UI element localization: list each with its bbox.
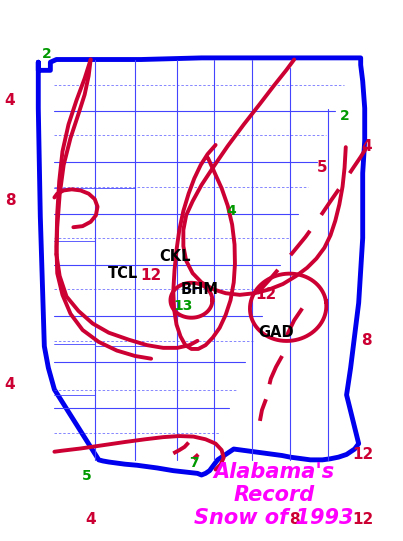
- Text: 8: 8: [361, 333, 372, 348]
- Text: TCL: TCL: [108, 266, 138, 281]
- Text: 7: 7: [189, 456, 198, 470]
- Text: CKL: CKL: [160, 249, 191, 265]
- Text: GAD: GAD: [258, 325, 294, 340]
- Text: 8: 8: [5, 193, 15, 208]
- Text: 2: 2: [340, 109, 349, 123]
- Text: 12: 12: [141, 268, 162, 283]
- Text: BHM: BHM: [181, 282, 218, 297]
- Text: 12: 12: [352, 512, 373, 527]
- Text: 13: 13: [174, 299, 193, 313]
- Text: 5: 5: [317, 160, 328, 175]
- Text: 4: 4: [361, 138, 372, 154]
- Text: 4: 4: [5, 93, 15, 108]
- Text: 12: 12: [256, 287, 276, 302]
- Text: 5: 5: [82, 469, 91, 483]
- Text: 4: 4: [5, 377, 15, 392]
- Text: 4: 4: [85, 512, 96, 527]
- Text: 12: 12: [352, 447, 373, 462]
- Text: 4: 4: [227, 204, 237, 218]
- Text: 8: 8: [289, 512, 299, 527]
- Text: 2: 2: [42, 47, 51, 61]
- Text: Alabama's
Record
Snow of 1993: Alabama's Record Snow of 1993: [194, 462, 354, 528]
